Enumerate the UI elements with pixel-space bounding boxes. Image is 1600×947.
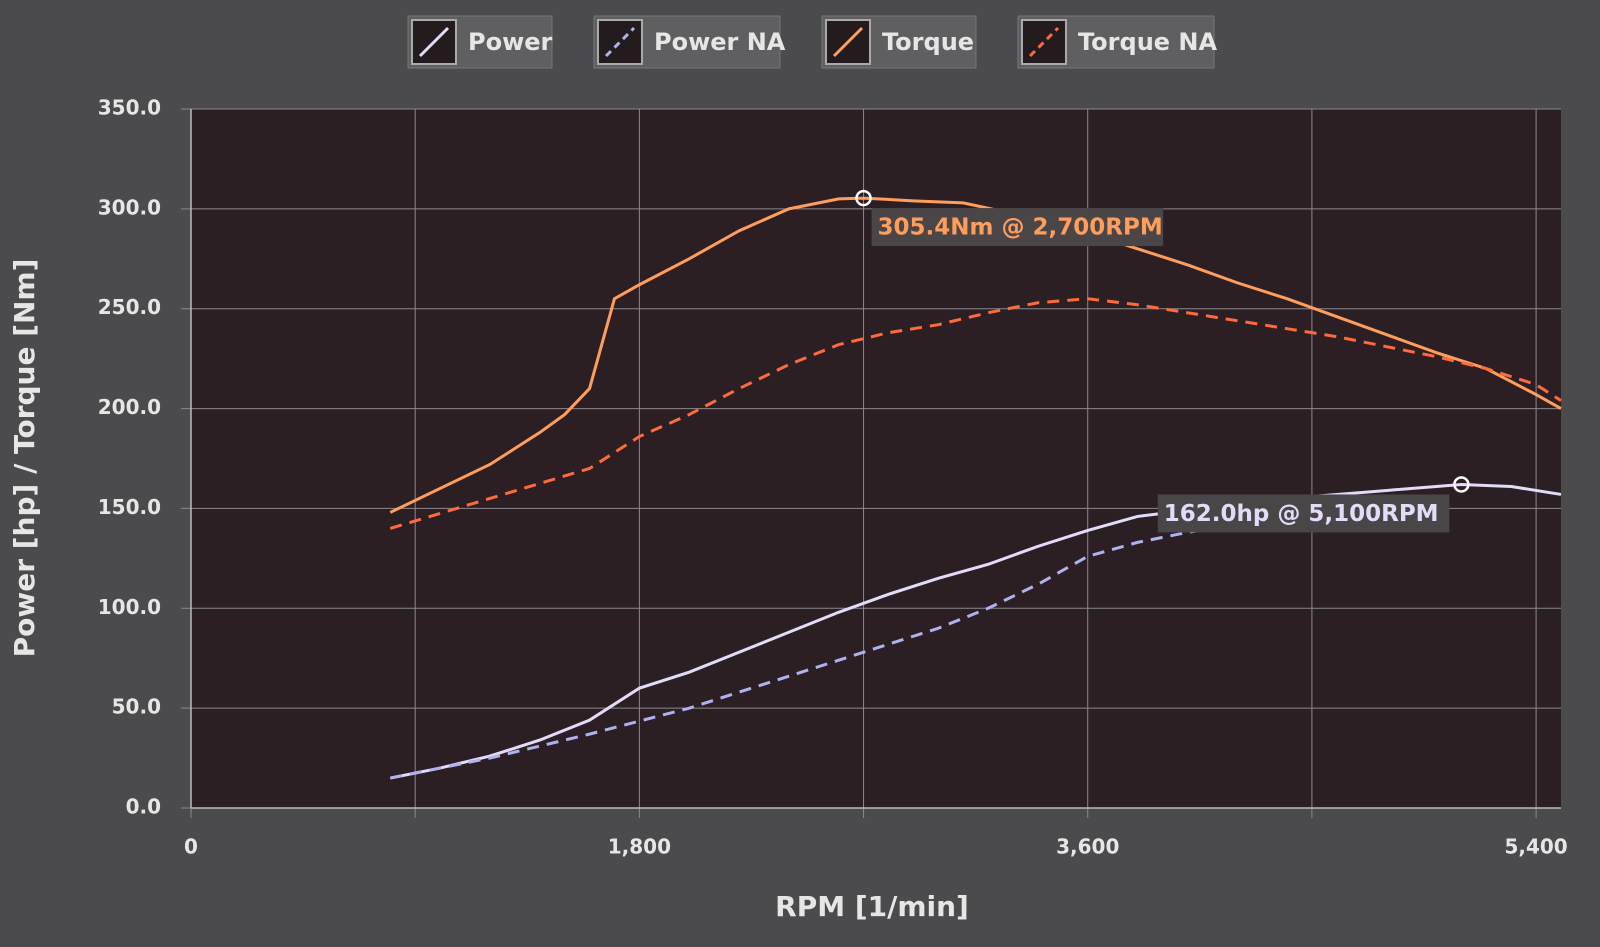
series-line [389,196,1562,514]
x-tick-label: 5,400 [1504,835,1567,859]
y-tick-label: 50.0 [112,695,161,719]
y-tick-label: 100.0 [98,595,161,619]
legend-icon [1028,26,1060,58]
annotation-marker [855,189,872,207]
x-axis-label: RPM [1/min] [775,890,969,923]
y-tick-label: 200.0 [98,395,161,419]
annotation-text: 162.0hp @ 5,100RPM [1164,501,1439,527]
legend-label: Torque [882,28,974,56]
x-tick-label: 1,800 [608,835,671,859]
series-line [389,522,1238,780]
legend-swatch [1021,19,1067,65]
annotation-marker [1453,476,1470,493]
y-tick-label: 350.0 [98,96,161,120]
series-line [389,482,1562,780]
y-tick-label: 250.0 [98,295,161,319]
series-line [389,297,1562,530]
legend-swatch [411,19,457,65]
legend-label: Power NA [654,28,786,56]
y-tick-label: 150.0 [98,495,161,519]
legend-swatch [597,19,643,65]
legend-label: Torque NA [1078,28,1217,56]
legend-icon [832,26,864,58]
y-tick-label: 300.0 [98,195,161,219]
legend-icon [604,26,636,58]
y-tick-label: 0.0 [126,795,161,819]
annotation-text: 305.4Nm @ 2,700RPM [878,215,1163,241]
x-tick-label: 3,600 [1056,835,1119,859]
x-tick-label: 0 [184,835,198,859]
legend-label: Power [468,28,553,56]
annotation-box [1157,494,1450,533]
legend-icon [418,26,450,58]
annotation-box [871,208,1164,247]
y-axis-label: Power [hp] / Torque [Nm] [8,259,41,658]
